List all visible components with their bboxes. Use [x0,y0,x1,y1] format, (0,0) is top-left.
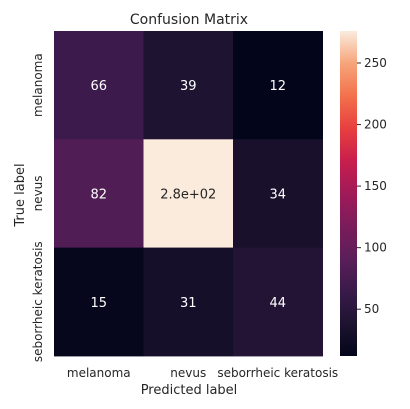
colorbar [340,31,357,356]
heatmap-cell [233,247,323,357]
chart-title: Confusion Matrix [130,12,248,28]
y-tick-label: seborrheic keratosis [31,241,45,362]
y-tick-label: nevus [31,175,45,211]
heatmap-cell [143,247,234,357]
cell-value-label: 15 [90,296,107,311]
colorbar-tick-label: 100 [364,241,387,255]
colorbar-tick-label: 150 [364,179,387,193]
colorbar-tick-label: 250 [364,56,387,70]
cell-value-label: 82 [90,187,107,202]
heatmap-cell [54,31,144,140]
heatmap-cell [143,31,234,140]
cell-value-label: 39 [180,79,197,94]
cell-value-label: 12 [269,79,286,94]
colorbar-tick-label: 200 [364,118,387,132]
y-axis-label: True label [13,163,28,227]
cell-value-label: 44 [269,296,286,311]
colorbar-ticks: 50 100 150 200 250 [357,56,387,316]
y-tick-label: melanoma [31,53,45,117]
heatmap-cell [54,247,144,357]
colorbar-tick-label: 50 [364,302,379,316]
y-axis-ticks: melanoma nevus seborrheic keratosis [31,53,45,362]
heatmap-cell [143,139,234,249]
x-tick-label: seborrheic keratosis [217,366,338,380]
cell-value-label: 2.8e+02 [160,187,216,202]
heatmap-cell [233,31,323,140]
x-axis-ticks: melanoma nevus seborrheic keratosis [67,366,338,380]
heatmap-cell-labels: 66 39 12 82 2.8e+02 34 15 31 44 [90,79,286,311]
x-tick-label: melanoma [67,366,131,380]
heatmap-cell [54,139,144,249]
cell-value-label: 34 [269,187,286,202]
x-axis-label: Predicted label [141,383,238,398]
x-tick-label: nevus [170,366,206,380]
cell-value-label: 66 [90,79,107,94]
heatmap-cell [233,139,323,249]
cell-value-label: 31 [180,296,197,311]
heatmap-cells [54,31,323,357]
